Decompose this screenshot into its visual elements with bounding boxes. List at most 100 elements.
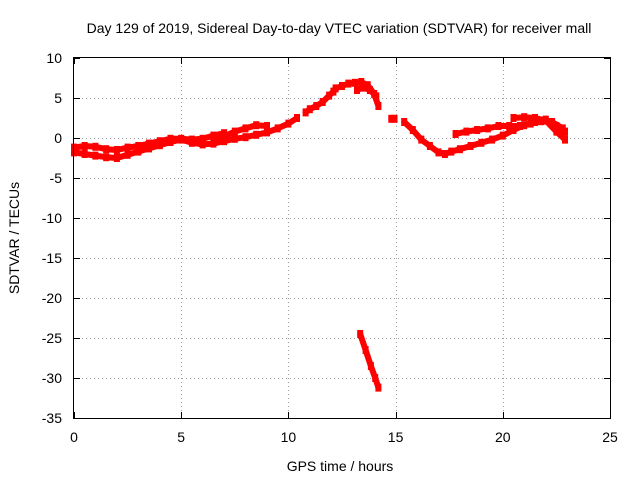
y-tick-label: -5 (50, 170, 63, 186)
data-point (559, 124, 566, 133)
tick-labels: 0 5 10 15 20 25 10 5 0 -5 -10 -15 -20 -25 -30 -35 (42, 50, 618, 445)
data-point (146, 139, 152, 148)
data-point (401, 118, 408, 126)
data-point (467, 142, 474, 150)
data-point (313, 102, 320, 110)
data-point (426, 142, 433, 150)
data-point (81, 142, 88, 150)
data-point (360, 83, 367, 92)
data-point (156, 141, 163, 150)
data-point (478, 138, 485, 147)
data-point (484, 124, 491, 133)
data-point (463, 127, 470, 136)
data-point (124, 150, 131, 159)
data-point (521, 113, 528, 122)
data-point (418, 135, 425, 144)
x-tick-label: 0 (70, 429, 78, 445)
data-point (81, 150, 88, 158)
y-tick-label: 0 (54, 130, 62, 146)
data-point (452, 130, 459, 138)
data-point (113, 146, 120, 154)
data-point (332, 84, 339, 93)
data-point (489, 135, 496, 144)
data-point (366, 86, 373, 94)
x-tick-label: 20 (495, 429, 511, 445)
data-point (294, 114, 300, 122)
data-point (435, 148, 442, 157)
data-point (542, 116, 549, 125)
data-point (391, 114, 398, 123)
data-point (253, 130, 260, 139)
y-tick-label: -25 (42, 330, 62, 346)
data-point (456, 145, 463, 154)
x-tick-label: 10 (281, 429, 297, 445)
data-point (253, 121, 260, 130)
data-point (285, 119, 292, 128)
data-point (441, 150, 448, 158)
data-point (517, 122, 523, 130)
plot-frame (73, 57, 611, 419)
data-point (409, 126, 416, 134)
y-tick-label: -20 (42, 290, 62, 306)
data-point (358, 78, 365, 86)
series-trace-band-b (71, 115, 300, 161)
data-point (375, 383, 382, 392)
x-tick-label: 5 (177, 429, 185, 445)
data-point (373, 92, 380, 101)
data-point (242, 133, 249, 142)
data-point (339, 82, 345, 90)
data-point (367, 362, 374, 370)
data-point (103, 153, 110, 162)
data-point (506, 122, 513, 130)
data-point (302, 108, 309, 117)
data-point (326, 91, 333, 100)
data-point (210, 135, 217, 144)
data-point (362, 346, 369, 354)
data-point (188, 138, 195, 147)
data-point (319, 98, 326, 106)
data-point (178, 135, 185, 144)
data-point (264, 122, 270, 130)
data-point (388, 114, 395, 123)
data-point (345, 79, 352, 88)
y-tick-label: -35 (42, 410, 62, 426)
data-point (231, 127, 238, 136)
data-point (146, 144, 152, 153)
y-tick-label: -15 (42, 250, 62, 266)
data-point (510, 114, 517, 122)
data-point (221, 137, 228, 146)
data-point (221, 132, 228, 141)
data-series-layer (71, 78, 568, 392)
data-point (124, 143, 131, 152)
data-point (364, 81, 371, 90)
data-point (354, 86, 360, 94)
data-point (199, 140, 206, 149)
data-point (306, 105, 313, 114)
x-tick-label: 25 (602, 429, 618, 445)
data-point (199, 134, 206, 143)
data-point (549, 118, 556, 126)
data-point (167, 138, 174, 146)
data-point (103, 145, 110, 154)
data-point (264, 128, 270, 137)
data-point (495, 122, 502, 130)
data-point (448, 147, 455, 156)
data-point (113, 154, 120, 162)
data-point (532, 114, 538, 122)
data-point (135, 147, 142, 156)
data-point (351, 78, 358, 87)
x-axis-label: GPS time / hours (287, 458, 394, 474)
data-point (562, 135, 568, 144)
data-point (375, 102, 382, 110)
data-point (274, 124, 281, 133)
chart-title: Day 129 of 2019, Sidereal Day-to-day VTE… (87, 20, 592, 36)
data-point (510, 126, 517, 134)
y-axis-label: SDTVAR / TECUs (6, 182, 22, 294)
y-tick-label: -10 (42, 210, 62, 226)
data-point (92, 151, 99, 160)
series-trace-band-f (354, 84, 380, 100)
data-point (527, 119, 534, 128)
data-point (553, 127, 560, 136)
